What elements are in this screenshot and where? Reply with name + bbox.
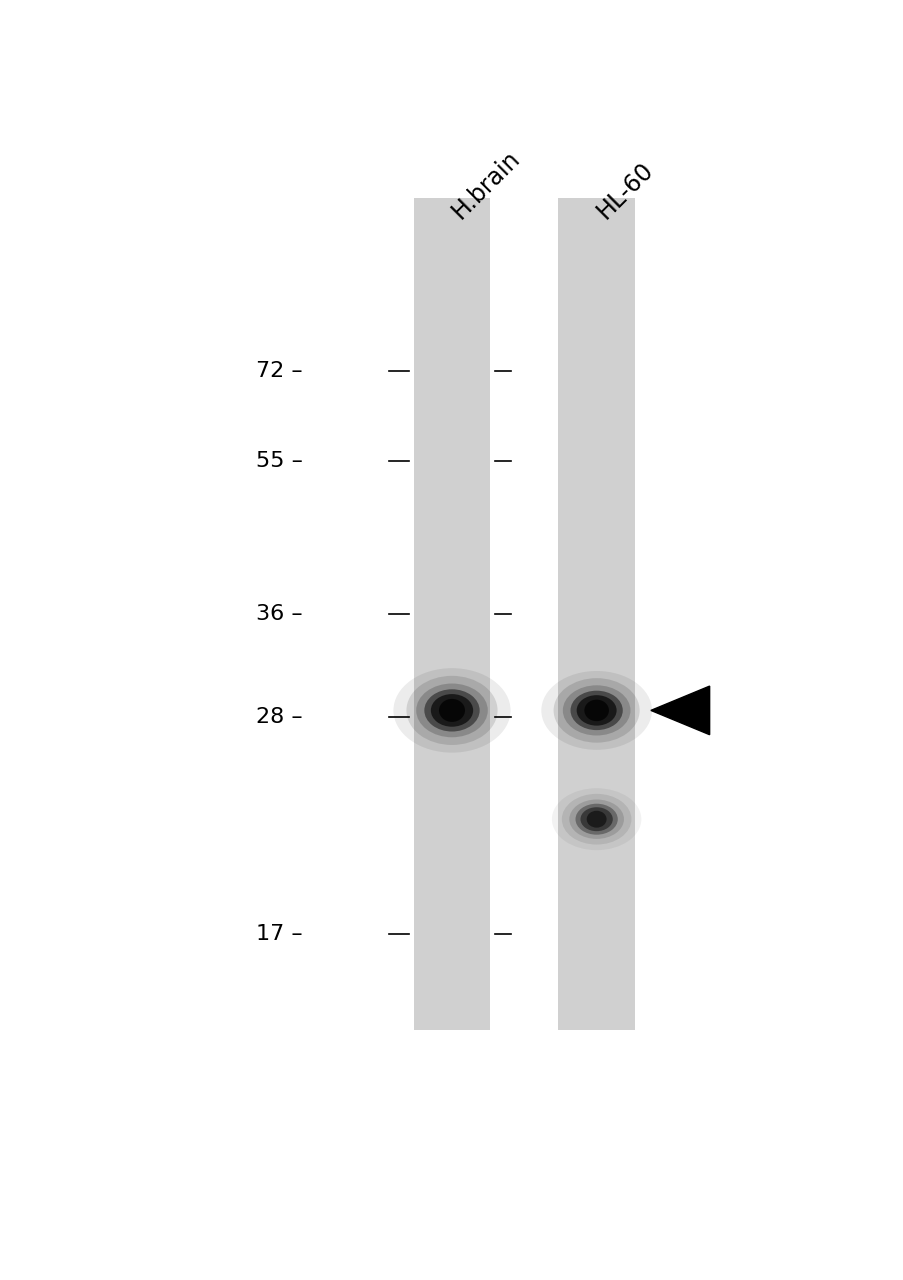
Ellipse shape: [424, 690, 479, 732]
Ellipse shape: [586, 810, 606, 828]
Ellipse shape: [563, 685, 629, 736]
Ellipse shape: [569, 800, 623, 838]
Ellipse shape: [406, 676, 497, 745]
Ellipse shape: [570, 691, 622, 730]
Ellipse shape: [431, 694, 472, 727]
Bar: [558, 198, 634, 1030]
Ellipse shape: [583, 700, 609, 721]
Text: 28 –: 28 –: [256, 707, 303, 727]
Ellipse shape: [541, 671, 651, 750]
Ellipse shape: [393, 668, 510, 753]
Polygon shape: [650, 686, 709, 735]
Text: 72 –: 72 –: [256, 361, 303, 381]
Bar: [414, 198, 490, 1030]
Text: 55 –: 55 –: [256, 451, 303, 471]
Ellipse shape: [580, 808, 612, 831]
Ellipse shape: [575, 804, 617, 835]
Ellipse shape: [576, 695, 616, 726]
Text: 36 –: 36 –: [256, 604, 303, 625]
Ellipse shape: [415, 684, 488, 737]
Ellipse shape: [562, 794, 631, 845]
Text: 17 –: 17 –: [256, 924, 303, 945]
Ellipse shape: [439, 699, 464, 722]
Ellipse shape: [553, 678, 639, 742]
Text: HL-60: HL-60: [591, 157, 657, 224]
Ellipse shape: [551, 788, 641, 850]
Text: H.brain: H.brain: [447, 146, 525, 224]
